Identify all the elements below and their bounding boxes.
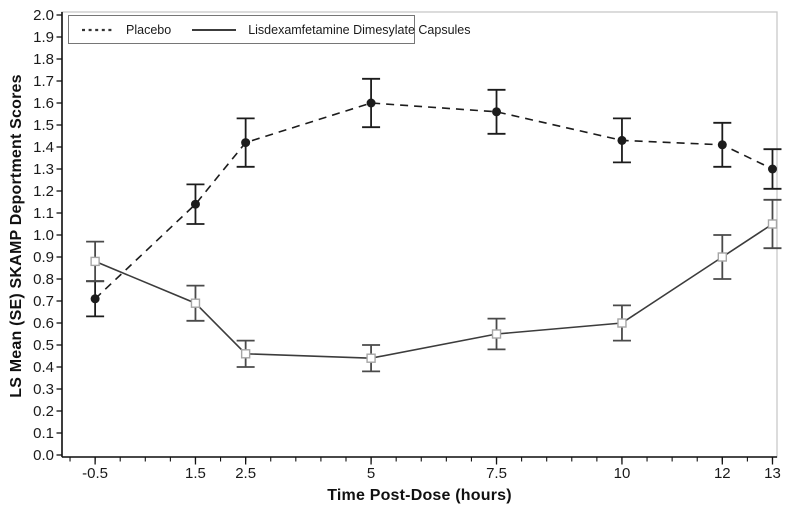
y-tick-label: 1.3 (33, 161, 54, 178)
placebo-point (190, 199, 200, 209)
placebo-point (90, 294, 100, 304)
y-tick-label: 0.9 (33, 249, 54, 266)
lisdexamfetamine-point (240, 349, 251, 359)
legend: Placebo Lisdexamfetamine Dimesylate Caps… (68, 15, 471, 44)
y-tick-label: 0.1 (33, 425, 54, 442)
y-tick-label: 1.4 (33, 139, 54, 156)
legend-item-placebo: Placebo (81, 23, 171, 37)
lisdexamfetamine-point (717, 252, 728, 262)
lisdexamfetamine-solid-line-icon (192, 28, 237, 31)
y-tick-label: 1.5 (33, 117, 54, 134)
y-tick-label: 1.9 (33, 29, 54, 46)
x-tick-label: -0.5 (82, 465, 108, 482)
lisdexamfetamine-point (190, 298, 201, 308)
y-tick-label: 0.8 (33, 271, 54, 288)
lisdexamfetamine-point (366, 353, 376, 363)
placebo-dashed-line-icon (82, 28, 114, 31)
y-tick-label: 0.5 (33, 337, 54, 354)
y-tick-label: 0.3 (33, 381, 54, 398)
legend-item-lisdexamfetamine: Lisdexamfetamine Dimesylate Capsules (191, 22, 471, 37)
y-tick-label: 0.6 (33, 315, 54, 332)
placebo-line (94, 102, 773, 300)
y-tick-label: 1.1 (33, 205, 54, 222)
lisdexamfetamine-point (767, 219, 778, 229)
y-tick-label: 1.2 (33, 183, 54, 200)
legend-label-lisdexamfetamine: Lisdexamfetamine Dimesylate Capsules (248, 22, 471, 37)
y-tick-label: 0.2 (33, 403, 54, 420)
x-tick-label: 2.5 (235, 465, 256, 482)
lisdexamfetamine-point (491, 329, 502, 339)
x-tick-label: 1.5 (185, 465, 206, 482)
y-axis-label: LS Mean (SE) SKAMP Deportment Scores (8, 74, 25, 398)
y-tick-label: 1.6 (33, 95, 54, 112)
placebo-point (617, 135, 627, 145)
y-tick-label: 0.4 (33, 359, 54, 376)
y-tick-label: 2.0 (33, 7, 54, 24)
placebo-point (366, 98, 376, 108)
lisdexamfetamine-point (617, 318, 627, 328)
x-tick-label: 7.5 (486, 465, 507, 482)
x-tick-label: 13 (764, 465, 781, 482)
x-tick-label: 12 (714, 465, 731, 482)
x-tick-label: 10 (614, 465, 631, 482)
y-tick-label: 1.8 (33, 51, 54, 68)
x-tick-label: 5 (367, 465, 375, 482)
y-tick-label: 0.0 (33, 447, 54, 464)
plot-frame (61, 11, 778, 458)
placebo-point (767, 164, 777, 174)
legend-label-placebo: Placebo (126, 22, 172, 37)
y-tick-label: 1.0 (33, 227, 54, 244)
y-tick-label: 1.7 (33, 73, 54, 90)
x-axis-label: Time Post-Dose (hours) (327, 487, 512, 504)
lisdexamfetamine-point (90, 256, 100, 267)
placebo-point (717, 140, 727, 150)
lisdexamfetamine-line (94, 223, 773, 360)
placebo-point (241, 138, 251, 148)
placebo-point (492, 107, 502, 117)
y-tick-label: 0.7 (33, 293, 54, 310)
